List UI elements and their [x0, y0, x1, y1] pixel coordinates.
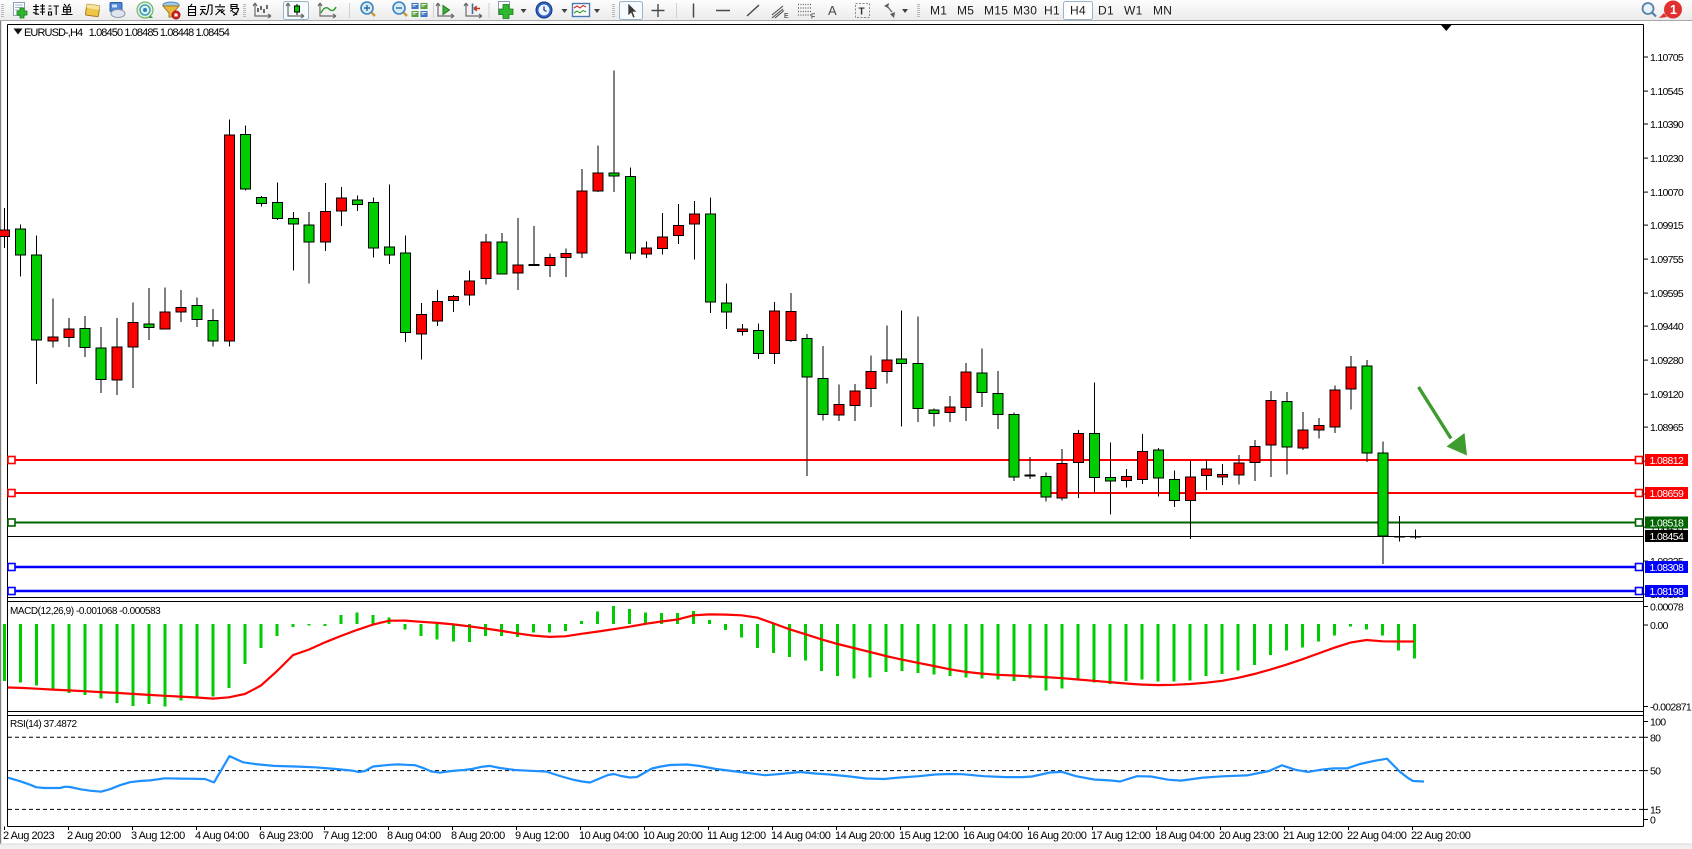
svg-text:50: 50	[1650, 766, 1661, 778]
svg-text:1.09755: 1.09755	[1650, 254, 1684, 266]
svg-text:3 Aug 12:00: 3 Aug 12:00	[131, 830, 185, 842]
svg-text:22 Aug 04:00: 22 Aug 04:00	[1347, 830, 1407, 842]
svg-text:H4: H4	[1070, 4, 1086, 18]
svg-text:1.08518: 1.08518	[1650, 518, 1685, 530]
svg-text:21 Aug 12:00: 21 Aug 12:00	[1283, 830, 1343, 842]
svg-text:E: E	[784, 13, 789, 20]
svg-text:22 Aug 20:00: 22 Aug 20:00	[1411, 830, 1471, 842]
svg-text:M5: M5	[957, 4, 974, 18]
svg-text:1.09915: 1.09915	[1650, 220, 1684, 232]
svg-text:15 Aug 12:00: 15 Aug 12:00	[899, 830, 959, 842]
svg-text:1.09440: 1.09440	[1650, 321, 1684, 333]
svg-text:D1: D1	[1098, 4, 1114, 18]
svg-text:1.08454: 1.08454	[1650, 531, 1685, 543]
svg-text:1.08198: 1.08198	[1650, 586, 1685, 598]
svg-text:1.08308: 1.08308	[1650, 562, 1685, 574]
svg-text:2 Aug 2023: 2 Aug 2023	[3, 830, 54, 842]
svg-text:20 Aug 23:00: 20 Aug 23:00	[1219, 830, 1279, 842]
svg-text:MN: MN	[1153, 4, 1172, 18]
svg-text:A: A	[828, 3, 837, 18]
svg-text:1.08812: 1.08812	[1650, 455, 1685, 467]
svg-text:M15: M15	[984, 4, 1008, 18]
svg-text:1.09120: 1.09120	[1650, 389, 1684, 401]
svg-text:1.10705: 1.10705	[1650, 52, 1684, 64]
svg-text:MACD(12,26,9) -0.001068 -0.000: MACD(12,26,9) -0.001068 -0.000583	[10, 606, 161, 617]
svg-text:4 Aug 04:00: 4 Aug 04:00	[195, 830, 249, 842]
svg-text:1: 1	[1670, 3, 1677, 17]
svg-text:6 Aug 23:00: 6 Aug 23:00	[259, 830, 313, 842]
svg-text:11 Aug 12:00: 11 Aug 12:00	[707, 830, 766, 842]
svg-text:1.09280: 1.09280	[1650, 355, 1684, 367]
svg-text:M30: M30	[1013, 4, 1037, 18]
svg-text:14 Aug 04:00: 14 Aug 04:00	[771, 830, 831, 842]
svg-text:8 Aug 20:00: 8 Aug 20:00	[451, 830, 505, 842]
svg-text:14 Aug 20:00: 14 Aug 20:00	[835, 830, 895, 842]
svg-text:1.10230: 1.10230	[1650, 153, 1684, 165]
svg-text:2 Aug 20:00: 2 Aug 20:00	[67, 830, 121, 842]
svg-text:16 Aug 20:00: 16 Aug 20:00	[1027, 830, 1087, 842]
svg-text:7 Aug 12:00: 7 Aug 12:00	[323, 830, 377, 842]
svg-text:1.10070: 1.10070	[1650, 187, 1684, 199]
svg-text:9 Aug 12:00: 9 Aug 12:00	[515, 830, 569, 842]
svg-text:F: F	[811, 14, 815, 21]
svg-text:1.09595: 1.09595	[1650, 288, 1684, 300]
svg-text:17 Aug 12:00: 17 Aug 12:00	[1091, 830, 1151, 842]
svg-text:W1: W1	[1124, 4, 1143, 18]
svg-text:16 Aug 04:00: 16 Aug 04:00	[963, 830, 1023, 842]
svg-text:0.00: 0.00	[1650, 620, 1668, 632]
svg-text:15: 15	[1650, 804, 1661, 816]
svg-text:H1: H1	[1044, 4, 1060, 18]
svg-text:RSI(14) 37.4872: RSI(14) 37.4872	[10, 719, 78, 730]
svg-text:0: 0	[1650, 815, 1656, 827]
svg-text:1.08965: 1.08965	[1650, 422, 1684, 434]
svg-text:M1: M1	[930, 4, 947, 18]
svg-text:EURUSD-,H4 1.08450 1.08485 1: EURUSD-,H4 1.08450 1.08485 1.08448 1.084…	[24, 27, 230, 39]
svg-text:0.00078: 0.00078	[1650, 602, 1684, 614]
svg-text:100: 100	[1650, 717, 1666, 729]
svg-text:T: T	[859, 7, 865, 18]
svg-text:10 Aug 20:00: 10 Aug 20:00	[643, 830, 703, 842]
svg-text:8 Aug 04:00: 8 Aug 04:00	[387, 830, 441, 842]
svg-text:80: 80	[1650, 732, 1661, 744]
svg-text:10 Aug 04:00: 10 Aug 04:00	[579, 830, 639, 842]
svg-text:-0.002871: -0.002871	[1650, 702, 1692, 714]
svg-text:1.10390: 1.10390	[1650, 119, 1684, 131]
svg-text:1.10545: 1.10545	[1650, 86, 1684, 98]
svg-text:18 Aug 04:00: 18 Aug 04:00	[1155, 830, 1215, 842]
svg-text:1.08659: 1.08659	[1650, 488, 1685, 500]
